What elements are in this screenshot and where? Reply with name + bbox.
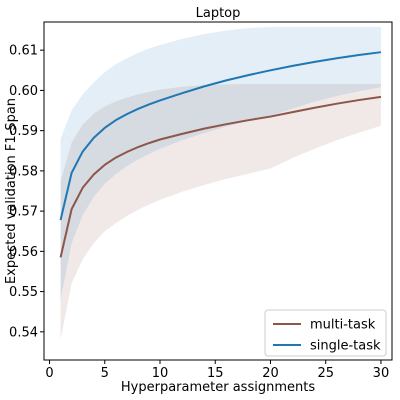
y-tick-label: 0.56 [9, 245, 38, 260]
legend: multi-task single-task [264, 309, 387, 357]
series-lines [59, 51, 382, 258]
legend-label-single-task: single-task [310, 339, 381, 354]
x-tick-label: 20 [262, 366, 279, 381]
y-tick-label: 0.55 [9, 285, 38, 300]
series-line-multi-task [59, 95, 382, 258]
y-tick-label: 0.61 [9, 44, 38, 59]
confidence-bands [60, 26, 381, 340]
axes: 0 5 10 15 20 25 30 0.54 0.55 0.56 0.57 0.58 0.59 0.60… [9, 21, 393, 381]
y-tick-label: 0.59 [9, 124, 38, 139]
confidence-band-single-task [60, 26, 381, 300]
y-tick-label: 0.54 [9, 325, 38, 340]
x-tick-label: 15 [207, 366, 224, 381]
x-tick-label: 0 [45, 366, 53, 381]
x-tick-label: 25 [317, 366, 334, 381]
x-tick-label: 5 [101, 366, 109, 381]
chart-title: Laptop [196, 6, 241, 21]
x-axis-label: Hyperparameter assignments [121, 380, 315, 395]
y-axis-label: Expected validation F1-Span [4, 98, 19, 284]
plot-frame [43, 21, 393, 361]
x-tick-label: 30 [373, 366, 390, 381]
confidence-band-multi-task [60, 83, 381, 340]
y-tick-label: 0.58 [9, 164, 38, 179]
series-line-single-task [59, 51, 382, 221]
x-tick-label: 10 [152, 366, 169, 381]
y-tick-label: 0.57 [9, 205, 38, 220]
y-tick-label: 0.60 [9, 84, 38, 99]
legend-label-multi-task: multi-task [310, 318, 376, 333]
